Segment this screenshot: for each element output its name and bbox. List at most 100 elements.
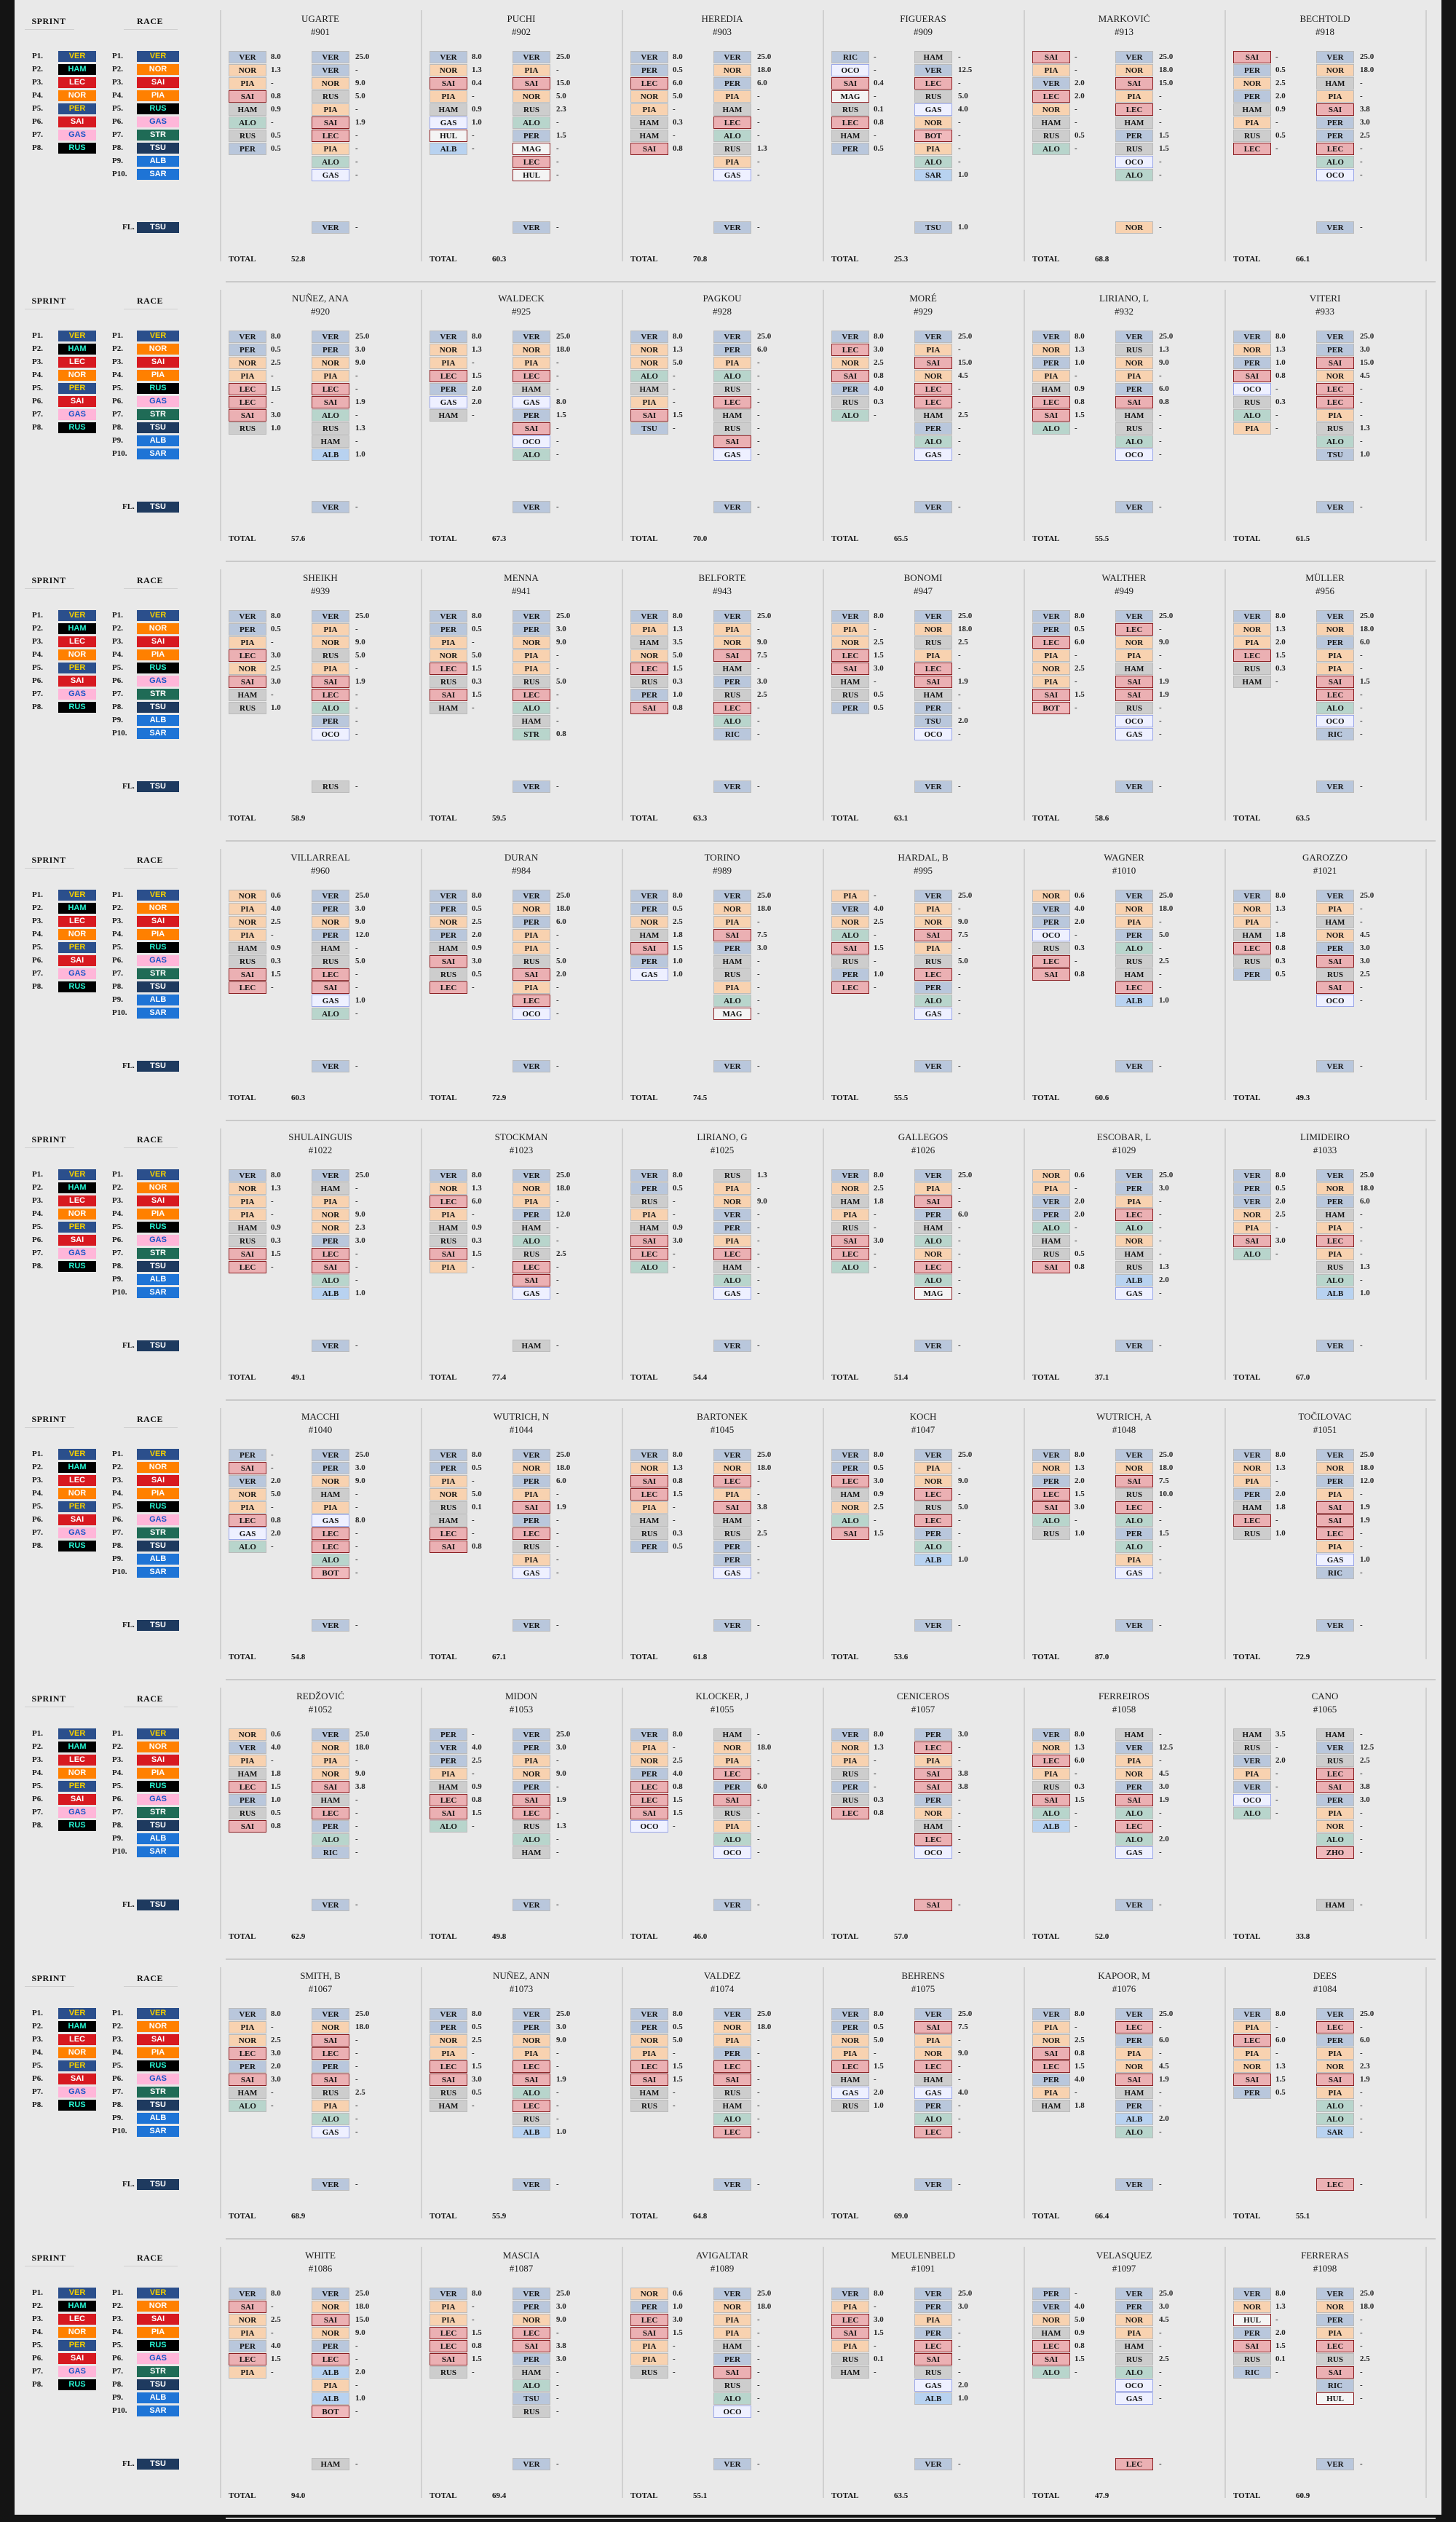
driver-pick: RUS — [1233, 1742, 1271, 1754]
driver-pick: GAS — [1115, 2392, 1153, 2405]
sprint-points: 0.5 — [1275, 970, 1286, 979]
driver-pick: RUS — [229, 1235, 266, 1247]
sprint-team-pill: PER — [58, 2060, 96, 2071]
sprint-points: 3.0 — [472, 957, 482, 965]
column-divider — [622, 2247, 623, 2498]
fastest-lap-team-pill: TSU — [137, 1061, 179, 1072]
sprint-points: 0.5 — [673, 2023, 683, 2031]
driver-pick: PIA — [914, 649, 952, 662]
driver-pick: ALO — [914, 156, 952, 168]
driver-pick: RUS — [1032, 942, 1070, 954]
driver-pick: VER — [513, 2008, 550, 2020]
race-points: 18.0 — [556, 1463, 571, 1472]
driver-pick: OCO — [713, 1846, 751, 1859]
race-points: 3.0 — [958, 1730, 968, 1739]
driver-pick: VER — [914, 2008, 952, 2020]
sprint-team-pill: LEC — [58, 77, 96, 88]
driver-pick: NOR — [713, 1742, 751, 1754]
fastest-lap-label: FL. — [122, 223, 135, 232]
race-team-pill: VER — [137, 1728, 179, 1739]
driver-pick: ALO — [1316, 702, 1354, 714]
driver-pick: SAI — [430, 2353, 467, 2365]
sprint-points: - — [874, 92, 877, 100]
race-position-label: P1. — [112, 611, 123, 620]
driver-pick: LEC — [513, 1261, 550, 1273]
race-points: - — [757, 131, 760, 140]
column-divider — [421, 1688, 422, 1939]
race-points: 5.0 — [556, 957, 566, 965]
race-position-label: P5. — [112, 2061, 123, 2070]
sprint-points: 2.5 — [271, 917, 281, 926]
race-position-label: P2. — [112, 344, 123, 353]
sprint-position-label: P8. — [32, 2100, 43, 2109]
driver-pick: HAM — [513, 2366, 550, 2379]
total-value: 61.5 — [1296, 534, 1310, 543]
sprint-points: 0.3 — [673, 118, 683, 127]
sprint-points: - — [1075, 371, 1077, 380]
driver-pick: OCO — [1316, 995, 1354, 1007]
race-points: - — [757, 1009, 760, 1018]
total-label: TOTAL — [831, 2491, 859, 2500]
race-team-pill: GAS — [137, 396, 179, 407]
race-points: - — [757, 398, 760, 406]
driver-pick: LEC — [914, 77, 952, 90]
driver-pick: ALB — [312, 2366, 349, 2379]
driver-pick: PER — [630, 1541, 668, 1553]
driver-pick: NOR — [1316, 1182, 1354, 1195]
player-name: KOCH — [909, 1411, 937, 1422]
driver-pick: SAI — [1233, 2074, 1271, 2086]
race-points: - — [958, 1262, 961, 1271]
sprint-points: 2.0 — [1075, 92, 1085, 100]
race-points: 5.0 — [1159, 930, 1169, 939]
race-position-label: P7. — [112, 1528, 123, 1537]
race-position-label: P2. — [112, 1183, 123, 1192]
race-points: 9.0 — [355, 1477, 365, 1485]
sprint-points: - — [271, 1450, 274, 1459]
sprint-points: 2.0 — [271, 1529, 281, 1538]
race-points: 15.0 — [355, 2315, 370, 2324]
driver-pick: VER — [1316, 1742, 1354, 1754]
sprint-points: - — [874, 1262, 877, 1271]
sprint-points: 0.1 — [874, 2355, 884, 2363]
race-points: - — [757, 2328, 760, 2337]
driver-pick: PIA — [513, 1488, 550, 1501]
driver-pick: LEC — [630, 1781, 668, 1793]
driver-pick: PIA — [430, 1768, 467, 1780]
sprint-points: 1.5 — [673, 1809, 683, 1817]
sprint-team-pill: PER — [58, 663, 96, 673]
race-position-label: P6. — [112, 117, 123, 126]
sprint-points: 1.0 — [874, 970, 884, 979]
race-points: 18.0 — [757, 904, 772, 913]
sprint-team-pill: VER — [58, 1449, 96, 1460]
race-team-pill: STR — [137, 2366, 179, 2377]
race-position-label: P10. — [112, 729, 127, 738]
race-position-label: P2. — [112, 2301, 123, 2310]
race-team-pill: STR — [137, 689, 179, 700]
driver-pick: PER — [831, 143, 869, 155]
driver-pick: SAI — [914, 929, 952, 941]
driver-pick: NOR — [229, 1488, 266, 1501]
race-points: - — [958, 651, 961, 660]
race-points: 1.0 — [1159, 996, 1169, 1005]
race-points: - — [355, 1262, 358, 1271]
sprint-points: 0.8 — [1275, 371, 1286, 380]
fastest-lap-points: 1.0 — [958, 223, 968, 232]
sprint-points: 0.5 — [673, 66, 683, 74]
driver-pick: LEC — [713, 1768, 751, 1780]
driver-pick: HAM — [513, 1340, 550, 1352]
race-points: 25.0 — [1159, 2009, 1174, 2018]
total-value: 70.0 — [693, 534, 708, 543]
sprint-team-pill: VER — [58, 890, 96, 901]
sprint-points: 1.5 — [874, 944, 884, 952]
player-name: STOCKMAN — [494, 1131, 548, 1142]
driver-pick: NOR — [229, 663, 266, 675]
driver-pick: ALO — [1032, 422, 1070, 435]
race-points: - — [958, 131, 961, 140]
race-points: - — [355, 66, 358, 74]
race-points: - — [958, 1490, 961, 1498]
driver-pick: PIA — [229, 1195, 266, 1208]
driver-pick: PIA — [229, 1209, 266, 1221]
sprint-points: 3.0 — [673, 2315, 683, 2324]
sprint-points: 1.0 — [271, 1795, 281, 1804]
race-team-pill: SAR — [137, 169, 179, 180]
